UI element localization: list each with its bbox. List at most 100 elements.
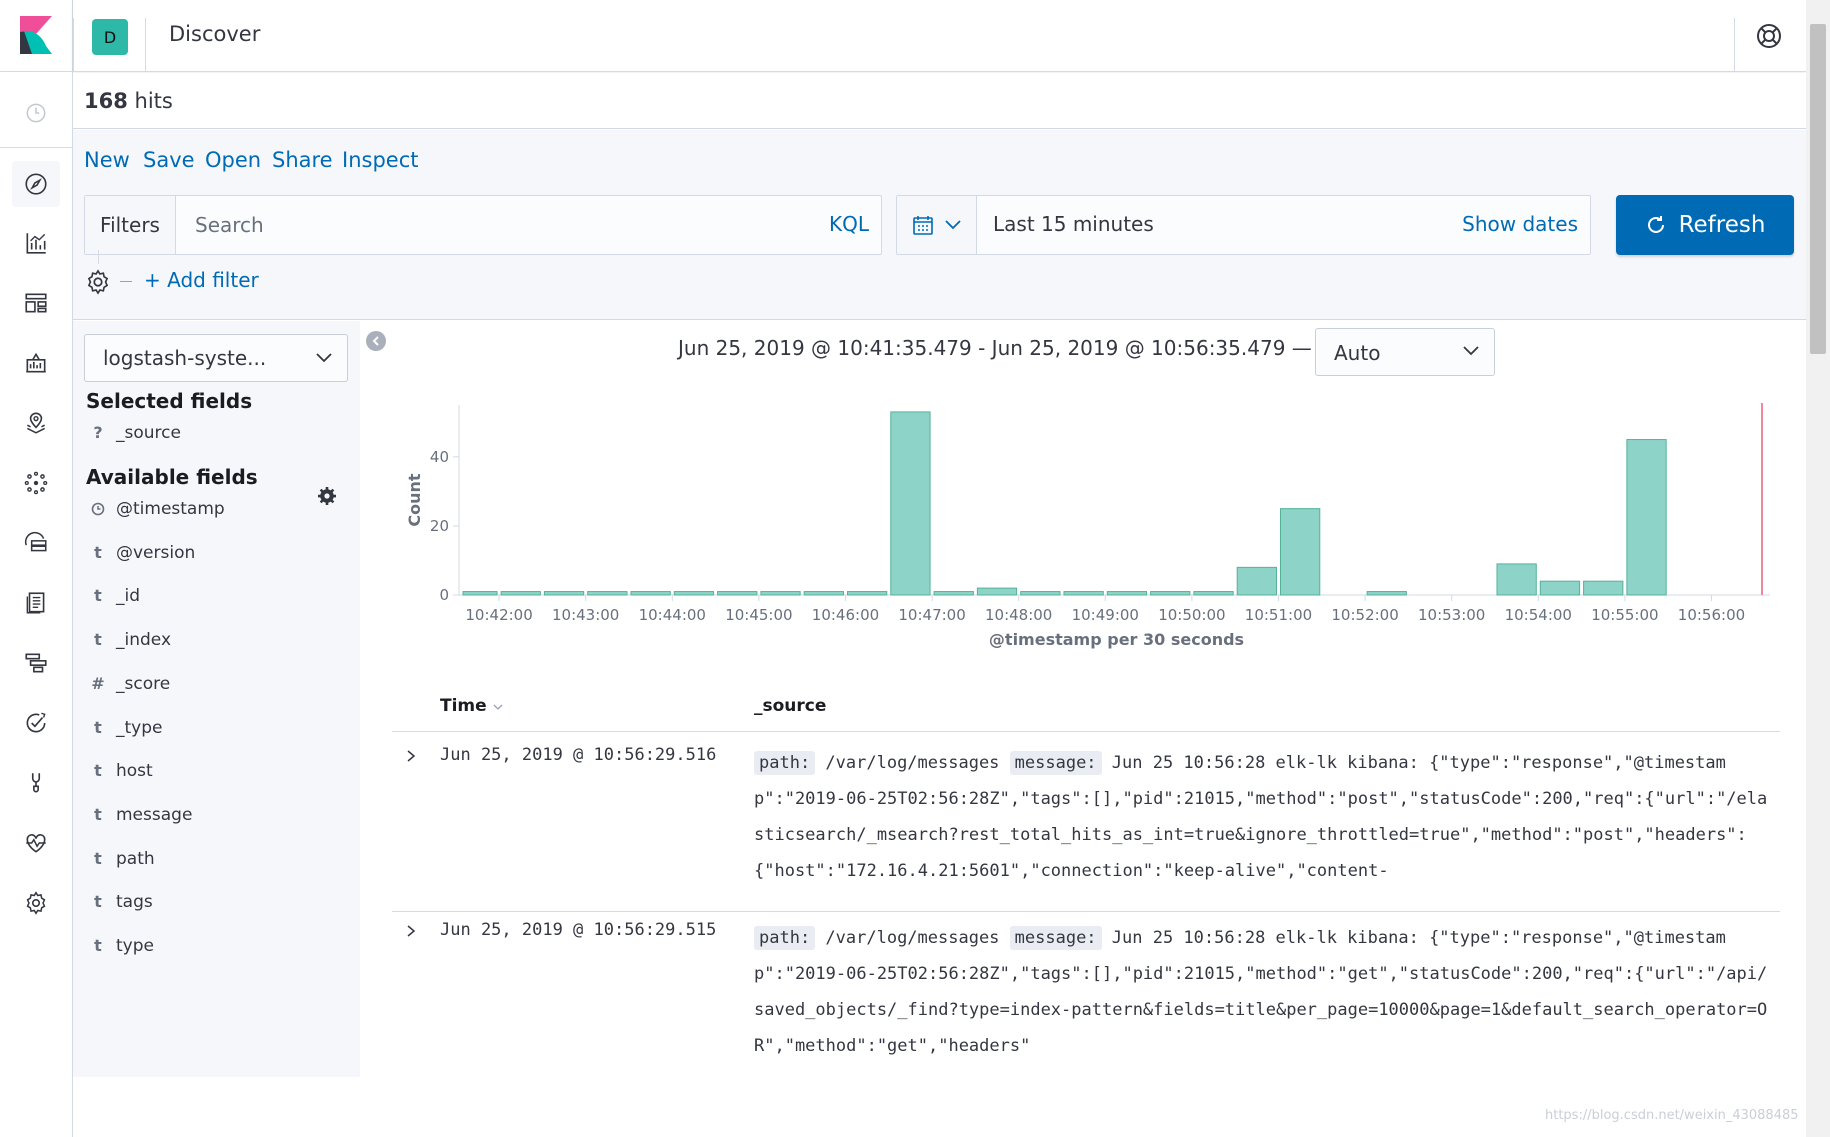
date-range-label[interactable]: Last 15 minutes [993,212,1154,236]
histogram-bar [1020,591,1061,596]
histogram-chart[interactable]: 0 20 40 Count 10:42:00 10:43:00 10:44:00 10:45:… [395,395,1790,655]
field-row[interactable]: t path [86,847,346,877]
new-link[interactable]: New [84,148,130,172]
visualize-icon[interactable] [12,220,60,266]
scroll-thumb[interactable] [1810,24,1826,354]
gear-icon[interactable] [318,487,336,505]
field-row[interactable]: t tags [86,890,346,920]
kibana-logo[interactable] [0,0,73,72]
chevron-right-icon[interactable] [404,924,418,938]
x-tick-label: 10:51:00 [1245,606,1312,624]
y-tick-label: 0 [439,586,449,604]
share-link[interactable]: Share [272,148,333,172]
query-bar: Filters KQL [84,195,882,255]
chevron-down-icon [316,353,332,363]
chevron-down-icon [1463,346,1479,356]
source-cell: path: /var/log/messages message: Jun 25 … [754,745,1774,889]
dev-tools-icon[interactable] [12,760,60,806]
field-type-icon: t [94,630,102,650]
time-column-header[interactable]: Time [440,696,503,716]
x-tick-label: 10:48:00 [985,606,1052,624]
index-pattern-select[interactable]: logstash-syste... [84,334,348,382]
filters-button[interactable]: Filters [85,196,176,254]
histogram-bar [1193,591,1234,596]
field-type-icon: ? [93,423,103,442]
histogram-bar [587,591,628,596]
add-filter-button[interactable]: + Add filter [144,268,259,292]
x-tick-label: 10:43:00 [552,606,619,624]
field-row[interactable]: t _id [86,584,346,614]
field-type-icon: t [94,848,102,868]
field-type-icon: t [94,717,102,737]
histogram-bar [717,591,758,596]
histogram-bar [462,591,498,596]
field-row[interactable]: t host [86,759,346,789]
field-row[interactable]: # _score [86,672,346,702]
header-divider [1734,18,1735,72]
inspect-link[interactable]: Inspect [342,148,419,172]
date-picker: Last 15 minutes Show dates [896,195,1591,255]
field-name: _score [116,673,171,694]
hits-count: 168 hits [84,89,173,113]
x-tick-label: 10:56:00 [1678,606,1745,624]
table-row[interactable]: Jun 25, 2019 @ 10:56:29.516 path: /var/lo… [392,735,1780,910]
field-row[interactable]: t _index [86,628,346,658]
canvas-icon[interactable] [12,340,60,386]
timestamp-cell: Jun 25, 2019 @ 10:56:29.516 [440,745,717,765]
space-avatar[interactable]: D [92,19,128,55]
open-link[interactable]: Open [205,148,262,172]
field-type-icon: t [94,586,102,606]
field-name: _source [116,423,181,443]
apm-icon[interactable] [12,640,60,686]
interval-select[interactable]: Auto [1315,328,1495,376]
nav-divider [0,147,73,148]
monitoring-icon[interactable] [12,820,60,866]
field-key: path: [754,751,816,775]
management-icon[interactable] [12,880,60,926]
field-row[interactable]: @timestamp [86,497,346,527]
field-row[interactable]: t message [86,803,346,833]
scrollbar[interactable] [1806,0,1830,1137]
discover-icon[interactable] [12,161,60,207]
uptime-icon[interactable] [12,700,60,746]
field-name: path [116,848,155,869]
kql-toggle[interactable]: KQL [829,212,869,236]
chevron-right-icon[interactable] [404,749,418,763]
dashboard-icon[interactable] [12,280,60,326]
field-row[interactable]: ? _source [86,421,346,451]
field-type-icon: # [91,673,105,693]
ml-icon[interactable] [12,460,60,506]
infrastructure-icon[interactable] [12,520,60,566]
available-fields-title: Available fields [86,465,258,489]
x-tick-label: 10:45:00 [725,606,792,624]
histogram-bar [1583,580,1624,596]
field-name: type [116,936,154,956]
x-axis-label: @timestamp per 30 seconds [989,630,1244,649]
help-icon[interactable] [1753,20,1785,52]
top-nav-menu: New Save Open Share Inspect Filters KQL … [73,130,1806,320]
calendar-icon [912,216,933,235]
refresh-button[interactable]: Refresh [1616,195,1794,255]
quick-select-button[interactable] [897,196,977,254]
maps-icon[interactable] [12,400,60,446]
field-row[interactable]: t _type [86,716,346,746]
search-input[interactable] [177,196,797,254]
histogram-bar [1063,591,1104,596]
histogram-bar [1539,580,1581,596]
histogram-bar [630,591,671,596]
selected-fields-title: Selected fields [86,389,253,413]
field-type-icon: t [94,936,102,955]
clock-icon[interactable] [12,90,60,136]
collapse-sidebar-button[interactable] [366,331,386,351]
document-table: Time _source Jun 25, 2019 @ 10:56:29.516… [392,685,1780,1137]
histogram-bar [543,591,585,596]
field-name: @version [116,542,196,563]
table-row[interactable]: Jun 25, 2019 @ 10:56:29.515 path: /var/lo… [392,910,1780,1090]
save-link[interactable]: Save [143,148,195,172]
gear-icon[interactable] [84,268,112,296]
show-dates-link[interactable]: Show dates [1462,212,1578,236]
field-row[interactable]: t type [86,934,346,964]
field-row[interactable]: t @version [86,541,346,571]
logs-icon[interactable] [12,580,60,626]
filter-divider [120,281,132,282]
